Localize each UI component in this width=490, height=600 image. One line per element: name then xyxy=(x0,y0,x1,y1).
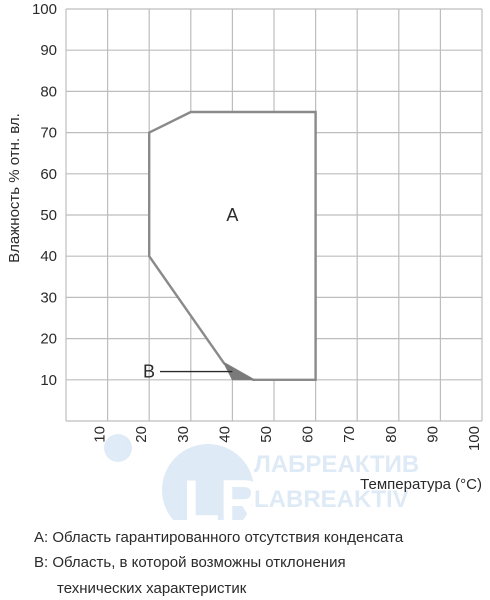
x-tick-labels: 10 20 30 40 50 60 70 80 90 100 xyxy=(92,426,483,451)
y-tick-label: 20 xyxy=(40,331,57,348)
y-tick-label: 60 xyxy=(40,166,57,183)
humidity-temperature-chart: LR ЛАБРЕАКТИВ LABREAKTIV 10 20 30 40 50 60 70 8… xyxy=(6,1,483,520)
x-tick-label: 60 xyxy=(300,426,317,443)
x-tick-label: 70 xyxy=(341,426,358,443)
x-tick-label: 100 xyxy=(466,426,483,451)
x-tick-label: 40 xyxy=(216,426,233,443)
annotations: AB xyxy=(143,205,238,382)
svg-text:LR: LR xyxy=(183,468,263,520)
svg-text:ЛАБРЕАКТИВ: ЛАБРЕАКТИВ xyxy=(254,451,419,478)
x-tick-label: 30 xyxy=(175,426,192,443)
y-tick-labels: 10 20 30 40 50 60 70 80 90 100 xyxy=(32,1,57,389)
watermark-logo: LR ЛАБРЕАКТИВ LABREAKTIV xyxy=(104,434,419,520)
y-tick-label: 90 xyxy=(40,42,57,59)
svg-text:LABREAKTIV: LABREAKTIV xyxy=(254,486,409,513)
x-tick-label: 80 xyxy=(383,426,400,443)
x-tick-label: 20 xyxy=(133,426,150,443)
y-tick-label: 80 xyxy=(40,83,57,100)
legend-note-b-continued: технических характеристик xyxy=(57,580,247,597)
regions xyxy=(147,110,317,381)
region-a-label: A xyxy=(226,205,238,225)
x-tick-label: 90 xyxy=(424,426,441,443)
legend-note-a: А: Область гарантированного отсутствия к… xyxy=(34,529,404,546)
x-tick-label: 10 xyxy=(92,426,109,443)
y-tick-label: 50 xyxy=(40,207,57,224)
y-axis-label: Влажность % отн. вл. xyxy=(6,113,23,263)
legend-note-b: В: Область, в которой возможны отклонени… xyxy=(34,554,346,571)
y-tick-label: 100 xyxy=(32,1,57,18)
y-tick-label: 10 xyxy=(40,372,57,389)
y-tick-label: 30 xyxy=(40,289,57,306)
region-a xyxy=(147,110,317,381)
y-tick-label: 70 xyxy=(40,125,57,142)
x-axis-label: Температура (°C) xyxy=(360,476,482,493)
y-tick-label: 40 xyxy=(40,248,57,265)
x-tick-label: 50 xyxy=(258,426,275,443)
region-b-label: B xyxy=(143,362,155,382)
